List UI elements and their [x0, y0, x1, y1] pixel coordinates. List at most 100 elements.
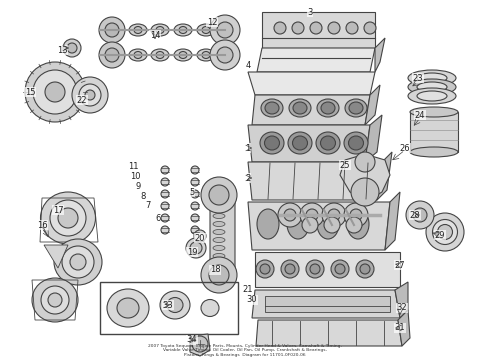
- Text: 10: 10: [130, 171, 140, 180]
- Ellipse shape: [151, 24, 169, 36]
- Ellipse shape: [293, 102, 307, 114]
- Ellipse shape: [174, 49, 192, 61]
- Ellipse shape: [410, 107, 458, 117]
- Ellipse shape: [213, 230, 225, 234]
- Ellipse shape: [106, 49, 124, 61]
- Polygon shape: [365, 115, 382, 162]
- Text: 31: 31: [394, 324, 405, 333]
- Circle shape: [191, 178, 199, 186]
- Circle shape: [194, 230, 206, 242]
- Circle shape: [351, 178, 379, 206]
- Ellipse shape: [107, 289, 149, 327]
- Circle shape: [209, 265, 229, 285]
- Circle shape: [191, 202, 199, 210]
- Circle shape: [161, 178, 169, 186]
- Circle shape: [191, 226, 199, 234]
- Circle shape: [210, 40, 240, 70]
- Circle shape: [63, 39, 81, 57]
- Ellipse shape: [213, 238, 225, 243]
- Ellipse shape: [260, 132, 284, 154]
- Text: 28: 28: [410, 211, 420, 220]
- Circle shape: [79, 84, 101, 106]
- Polygon shape: [252, 95, 370, 125]
- Circle shape: [209, 185, 229, 205]
- Polygon shape: [385, 192, 400, 250]
- Text: 3: 3: [307, 8, 313, 17]
- Text: 24: 24: [415, 111, 425, 120]
- Polygon shape: [44, 245, 68, 268]
- Circle shape: [364, 22, 376, 34]
- Ellipse shape: [54, 239, 102, 285]
- Ellipse shape: [345, 99, 367, 117]
- Polygon shape: [210, 185, 235, 285]
- Ellipse shape: [410, 147, 458, 157]
- Ellipse shape: [179, 27, 187, 33]
- Circle shape: [50, 200, 86, 236]
- Text: 2007 Toyota Sequoia  Engine Parts, Mounts, Cylinder Head & Valves, Camshaft & Ti: 2007 Toyota Sequoia Engine Parts, Mounts…: [148, 344, 342, 357]
- Ellipse shape: [265, 136, 279, 150]
- Circle shape: [67, 43, 77, 53]
- Ellipse shape: [408, 70, 456, 86]
- Circle shape: [278, 203, 302, 227]
- Circle shape: [48, 293, 62, 307]
- Circle shape: [310, 264, 320, 274]
- Circle shape: [85, 90, 95, 100]
- Polygon shape: [248, 162, 382, 200]
- Circle shape: [45, 82, 65, 102]
- Text: 29: 29: [435, 230, 445, 239]
- Ellipse shape: [151, 49, 169, 61]
- Polygon shape: [375, 38, 385, 72]
- Text: 14: 14: [150, 31, 160, 40]
- Circle shape: [105, 48, 119, 62]
- Circle shape: [190, 242, 202, 254]
- Circle shape: [161, 226, 169, 234]
- Text: 23: 23: [413, 73, 423, 82]
- Circle shape: [62, 246, 94, 278]
- Bar: [265, 296, 390, 312]
- Circle shape: [306, 209, 318, 221]
- Text: 16: 16: [37, 220, 48, 230]
- Ellipse shape: [349, 102, 363, 114]
- Polygon shape: [395, 282, 408, 318]
- Circle shape: [306, 260, 324, 278]
- Ellipse shape: [321, 102, 335, 114]
- Text: 22: 22: [77, 95, 87, 104]
- Circle shape: [217, 47, 233, 63]
- Circle shape: [310, 22, 322, 34]
- Circle shape: [284, 209, 296, 221]
- Ellipse shape: [213, 198, 225, 202]
- Ellipse shape: [317, 99, 339, 117]
- Ellipse shape: [417, 91, 447, 101]
- Text: 32: 32: [397, 303, 407, 312]
- Ellipse shape: [32, 278, 78, 322]
- Circle shape: [256, 260, 274, 278]
- Ellipse shape: [293, 136, 308, 150]
- Ellipse shape: [134, 27, 142, 33]
- Circle shape: [191, 190, 199, 198]
- Circle shape: [201, 177, 237, 213]
- Ellipse shape: [288, 132, 312, 154]
- Ellipse shape: [433, 220, 458, 244]
- Text: 15: 15: [25, 87, 35, 96]
- Text: 25: 25: [340, 161, 350, 170]
- Ellipse shape: [156, 51, 164, 59]
- Ellipse shape: [261, 99, 283, 117]
- Ellipse shape: [213, 206, 225, 211]
- Text: 13: 13: [57, 45, 67, 54]
- Circle shape: [328, 209, 340, 221]
- Circle shape: [356, 260, 374, 278]
- Polygon shape: [262, 12, 375, 48]
- Ellipse shape: [408, 79, 456, 95]
- Text: 4: 4: [245, 60, 250, 69]
- Ellipse shape: [117, 298, 139, 318]
- Bar: [100, 282, 238, 334]
- Polygon shape: [248, 202, 390, 250]
- Ellipse shape: [289, 99, 311, 117]
- Circle shape: [191, 166, 199, 174]
- Circle shape: [186, 238, 206, 258]
- Text: 26: 26: [400, 144, 410, 153]
- Circle shape: [217, 22, 233, 38]
- Circle shape: [292, 22, 304, 34]
- Circle shape: [285, 264, 295, 274]
- Ellipse shape: [129, 24, 147, 36]
